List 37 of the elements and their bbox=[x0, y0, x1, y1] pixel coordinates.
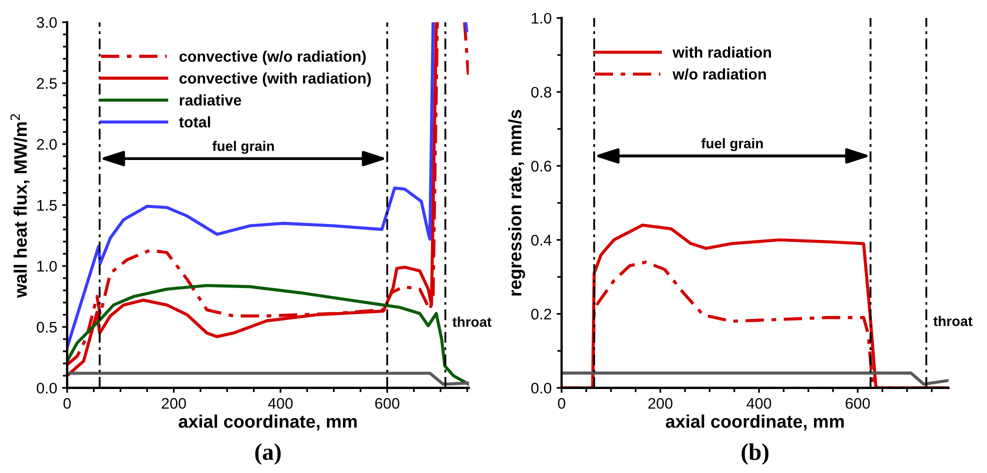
y-tick-label: 0.4 bbox=[531, 234, 552, 246]
y-tick-label: 0.2 bbox=[531, 308, 552, 320]
x-tick-label: 200 bbox=[648, 398, 672, 409]
legend-label: with radiation bbox=[672, 46, 771, 58]
y-tick-label: 2.5 bbox=[36, 78, 57, 89]
x-axis-title: axial coordinate, mm bbox=[666, 414, 844, 430]
x-axis-title: axial coordinate, mm bbox=[178, 414, 357, 430]
annotation: throat bbox=[452, 316, 492, 327]
y-axis-title: wall heat flux, MW/m$^{2}$ bbox=[10, 114, 30, 298]
y-tick-label: 0.0 bbox=[36, 382, 57, 394]
annotation: throat bbox=[933, 316, 972, 326]
y-tick-label: 0.5 bbox=[36, 322, 57, 333]
text: (a) bbox=[255, 443, 281, 465]
y-tick-label: 0.6 bbox=[531, 160, 552, 172]
y-tick-label: 1.0 bbox=[37, 260, 57, 272]
y-tick-label: 0.0 bbox=[531, 382, 552, 394]
annotation: fuel grain bbox=[212, 140, 274, 154]
x-tick-label: 400 bbox=[746, 398, 772, 409]
y-tick-label: 3.0 bbox=[36, 17, 57, 28]
y-tick-label: 0.8 bbox=[531, 86, 552, 98]
y-axis-title: regression rate, mm/s bbox=[508, 110, 526, 296]
y-tick-label: 1.0 bbox=[532, 12, 552, 24]
y-tick-label: 1.5 bbox=[37, 200, 57, 211]
x-tick-label: 0 bbox=[63, 398, 71, 409]
legend-label: convective (with radiation) bbox=[179, 72, 371, 87]
x-tick-label: 600 bbox=[846, 398, 870, 409]
y-tick-label: 2.0 bbox=[36, 138, 57, 150]
x-tick-label: 400 bbox=[268, 398, 293, 409]
text: (b) bbox=[742, 443, 768, 465]
legend-label: w/o radiation bbox=[672, 68, 766, 80]
legend-label: total bbox=[179, 116, 210, 128]
legend-label: radiative bbox=[180, 94, 242, 106]
x-tick-label: 200 bbox=[162, 398, 186, 409]
x-tick-label: 0 bbox=[558, 398, 566, 409]
legend-label: convective (w/o radiation) bbox=[179, 50, 366, 65]
annotation: fuel grain bbox=[701, 138, 763, 152]
x-tick-label: 600 bbox=[375, 398, 400, 409]
